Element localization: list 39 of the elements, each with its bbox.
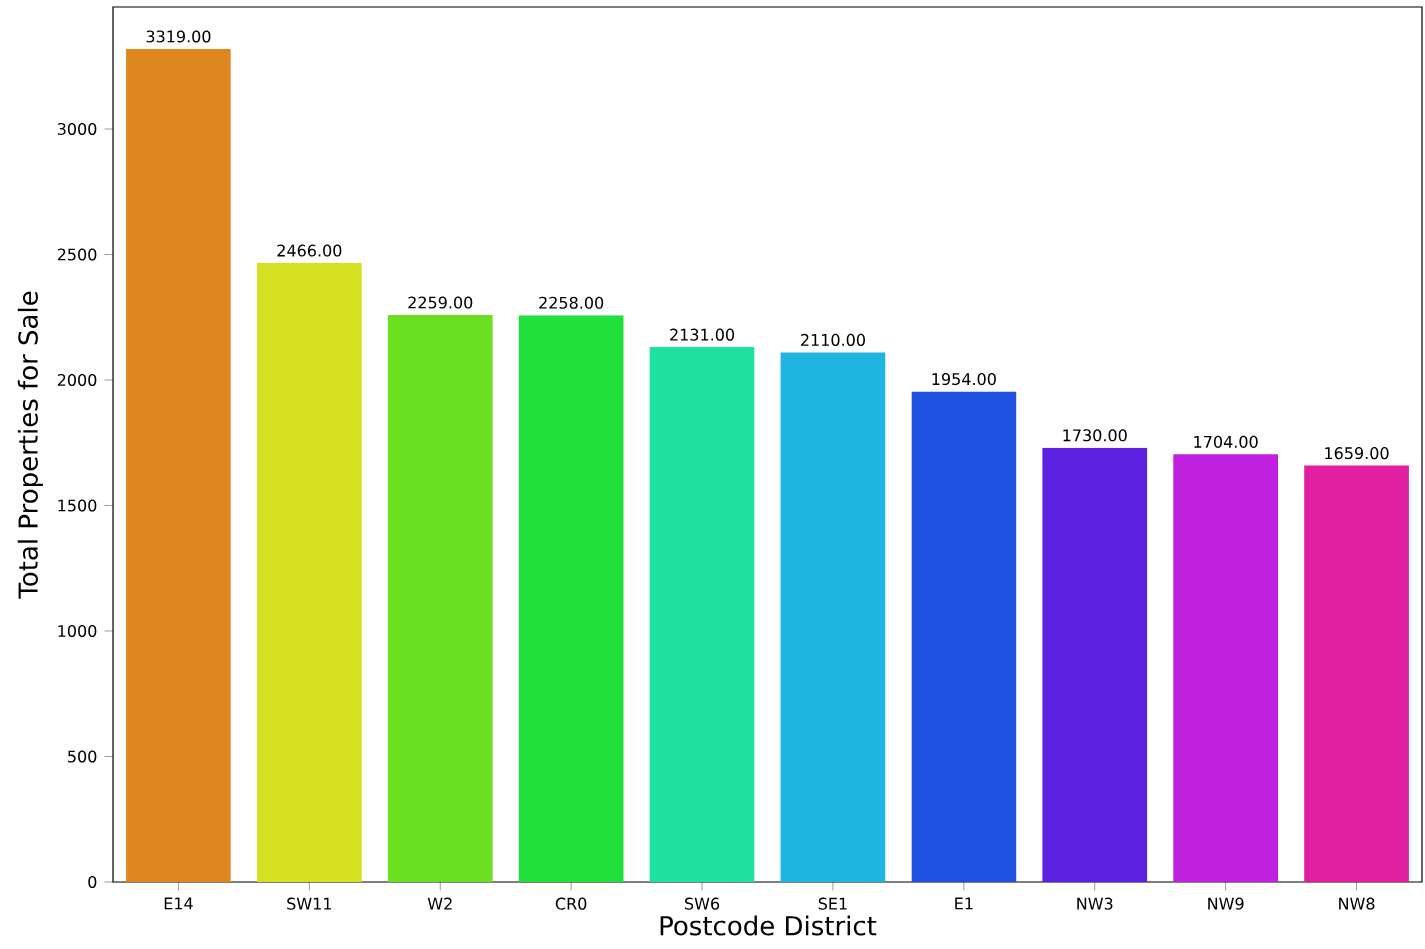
bar: [1042, 447, 1148, 882]
bar: [518, 315, 624, 882]
y-tick-label: 2500: [57, 248, 97, 261]
bar: [780, 352, 886, 882]
x-tick-label: CR0: [555, 897, 587, 910]
x-tick-label: E1: [955, 897, 973, 910]
data-label: 2110.00: [801, 333, 865, 346]
data-label: 1730.00: [1063, 429, 1127, 442]
x-axis-title: Postcode District: [660, 915, 877, 936]
bar: [649, 347, 755, 882]
x-tick-label: NW3: [1077, 897, 1113, 910]
x-tick-label: NW8: [1339, 897, 1375, 910]
y-tick-label: 3000: [57, 122, 97, 136]
bar: [1173, 454, 1279, 882]
bar: [1304, 465, 1409, 882]
data-label: 2466.00: [277, 244, 342, 257]
y-tick-label: 2000: [57, 373, 97, 387]
data-label: 1704.00: [1194, 435, 1258, 448]
data-label: 2259.00: [408, 296, 473, 309]
x-tick-label: E14: [164, 897, 193, 910]
data-label: 3319.00: [146, 30, 211, 43]
y-tick-label: 1000: [58, 624, 97, 638]
bar: [911, 391, 1017, 882]
y-tick-label: 500: [68, 750, 97, 763]
y-tick-label: 1500: [58, 499, 97, 512]
y-axis-title: Total Properties for Sale: [17, 291, 43, 599]
x-tick-label: SW11: [287, 897, 332, 910]
y-tick-label: 0: [88, 875, 97, 889]
x-tick-label: NW9: [1208, 897, 1244, 910]
data-label: 1659.00: [1325, 447, 1389, 460]
data-label: 2131.00: [670, 328, 735, 341]
data-label: 1954.00: [932, 373, 996, 386]
x-tick-label: SE1: [818, 897, 847, 910]
bar: [126, 48, 231, 882]
x-tick-label: W2: [427, 897, 452, 910]
x-tick-label: SW6: [685, 897, 720, 910]
data-label: 2258.00: [539, 296, 604, 309]
bar: [387, 314, 493, 882]
bar: [256, 263, 362, 882]
